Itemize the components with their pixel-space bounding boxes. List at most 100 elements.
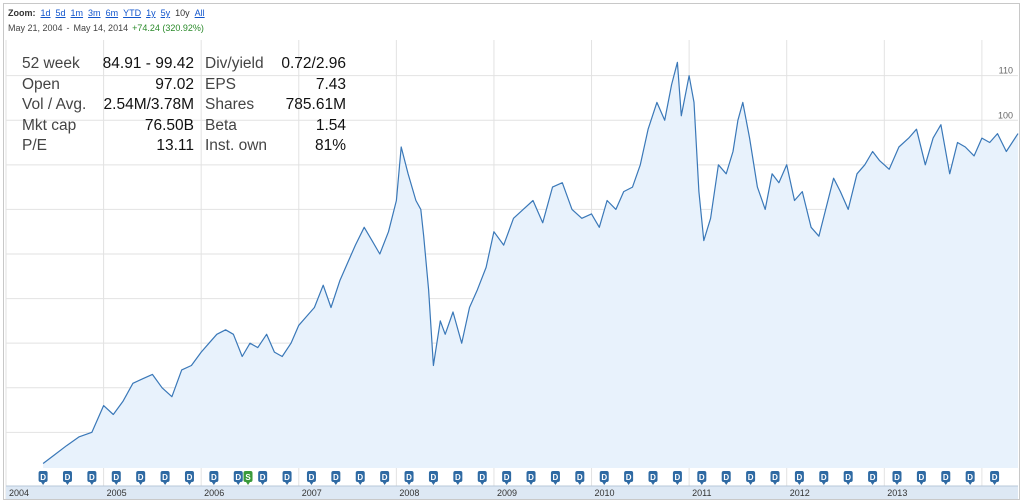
dividend-flag-letter: D [284,473,290,482]
x-tick-label: 2008 [399,488,419,498]
dividend-flag-letter: D [89,473,95,482]
dividend-flag[interactable]: D [355,471,365,485]
dividend-flag[interactable]: D [648,471,658,485]
stat-value: 0.72/2.96 [281,55,346,72]
dividend-flag-box [575,471,585,482]
dividend-flag-box [672,471,682,482]
dividend-flag-box [380,471,390,482]
x-tick-label: 2009 [497,488,517,498]
dividend-flag[interactable]: D [941,471,951,485]
stat-label: Open [22,75,60,93]
dividend-flag-box [892,471,902,482]
dividend-flag[interactable]: D [892,471,902,485]
dividend-flag[interactable]: D [258,471,268,485]
dividend-flag-box [941,471,951,482]
dividend-flag-box [62,471,72,482]
dividend-flag[interactable]: D [843,471,853,485]
stat-label: Mkt cap [22,116,77,134]
zoom-5d-link[interactable]: 5d [55,8,66,18]
price-change: +74.24 (320.92%) [132,23,204,33]
dividend-flag-pointer [821,482,826,485]
dividend-flag-letter: D [333,473,339,482]
zoom-ytd-link[interactable]: YTD [123,8,142,18]
dividend-flag[interactable]: D [575,471,585,485]
dividend-flag[interactable]: D [794,471,804,485]
dividend-flag[interactable]: D [38,471,48,485]
dividend-flag[interactable]: D [697,471,707,485]
dividend-flag-letter: D [943,473,949,482]
dividend-flag[interactable]: D [306,471,316,485]
x-tick-label: 2005 [107,488,127,498]
dividend-flag[interactable]: D [233,471,243,485]
zoom-5y-link[interactable]: 5y [160,8,171,18]
split-flag[interactable]: S [243,471,253,485]
dividend-flag-box [160,471,170,482]
dividend-flag-box [38,471,48,482]
dividend-flag-letter: D [138,473,144,482]
x-tick-label: 2011 [692,488,711,498]
dividend-flag[interactable]: D [599,471,609,485]
zoom-1m-link[interactable]: 1m [70,8,84,18]
dividend-flag[interactable]: D [916,471,926,485]
dividend-flag[interactable]: D [428,471,438,485]
dividend-flag[interactable]: D [87,471,97,485]
dividend-flag[interactable]: D [990,471,1000,485]
stat-label: Beta [205,116,237,134]
date-range-end: May 14, 2014 [73,23,129,33]
dividend-flag[interactable]: D [209,471,219,485]
dividend-flag-pointer [797,482,802,485]
zoom-1d-link[interactable]: 1d [40,8,51,18]
dividend-flag[interactable]: D [404,471,414,485]
dividend-flag-pointer [358,482,363,485]
dividend-flag-box [404,471,414,482]
zoom-all-link[interactable]: All [194,8,205,18]
dividend-flag[interactable]: D [624,471,634,485]
dividend-flag[interactable]: D [62,471,72,485]
dividend-flag[interactable]: D [453,471,463,485]
dividend-flag-letter: D [187,473,193,482]
date-range-start: May 21, 2004 [8,23,63,33]
dividend-flag[interactable]: D [770,471,780,485]
dividend-flag[interactable]: D [672,471,682,485]
stats-panel: 52 week 84.91 - 99.42 Div/yield 0.72/2.9… [20,54,350,157]
dividend-flag[interactable]: D [502,471,512,485]
stats-row: P/E 13.11 Inst. own 81% [20,136,350,157]
dividend-flag[interactable]: D [380,471,390,485]
stat-value: 76.50B [144,116,194,134]
stat-value: 785.61M [285,96,346,113]
dividend-flag-letter: D [626,473,632,482]
dividend-flag[interactable]: D [526,471,536,485]
dividend-flag[interactable]: D [965,471,975,485]
dividend-flag[interactable]: D [746,471,756,485]
dividend-flag-letter: D [821,473,827,482]
zoom-1y-link[interactable]: 1y [146,8,156,18]
stat-value: 1.54 [315,116,346,134]
dividend-flag-letter: D [162,473,168,482]
zoom-3m-link[interactable]: 3m [88,8,101,18]
zoom-6m-link[interactable]: 6m [105,8,119,18]
stats-row: Mkt cap 76.50B Beta 1.54 [20,116,350,137]
dividend-flag[interactable]: D [868,471,878,485]
dividend-flag-pointer [553,482,558,485]
dividend-flag-pointer [773,482,778,485]
dividend-flag[interactable]: D [282,471,292,485]
dividend-flag-pointer [968,482,973,485]
dividend-flag[interactable]: D [111,471,121,485]
dividend-flag-pointer [943,482,948,485]
dividend-flag[interactable]: D [136,471,146,485]
dividend-flag-pointer [846,482,851,485]
dividend-flag-letter: D [992,473,998,482]
dividend-flag-letter: D [113,473,119,482]
x-tick-label: 2006 [204,488,224,498]
dividend-flag-letter: D [455,473,461,482]
dividend-flag[interactable]: D [477,471,487,485]
dividend-flag[interactable]: D [721,471,731,485]
dividend-flag[interactable]: D [819,471,829,485]
dividend-flag[interactable]: D [184,471,194,485]
dividend-flag[interactable]: D [331,471,341,485]
dividend-flag[interactable]: D [550,471,560,485]
dividend-flag-pointer [529,482,534,485]
dividend-flag[interactable]: D [160,471,170,485]
x-tick-label: 2007 [302,488,322,498]
